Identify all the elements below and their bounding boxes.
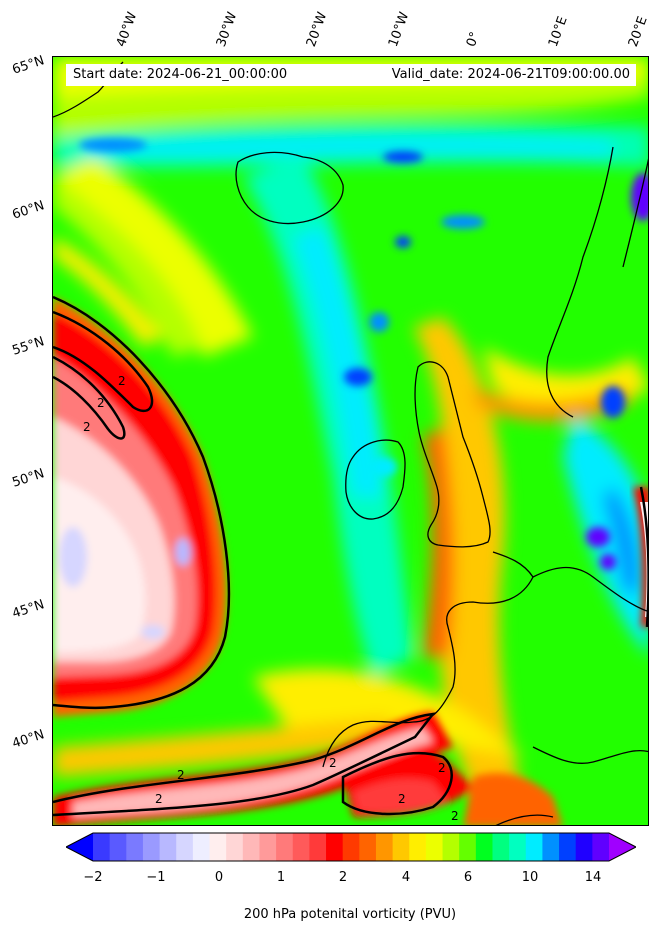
contour-label-5: 2 [155,792,163,806]
contour-label-6: 2 [329,756,337,770]
lat-label-65n: 65°N [10,53,46,77]
colorbar-bin [409,833,426,861]
valid-date: Valid_date: 2024-06-21T09:00:00.00 [392,64,630,86]
colorbar-bin [459,833,476,861]
colorbar-tick-10: 10 [522,870,539,885]
lon-label-20e: 20°E [626,14,651,49]
colorbar-bin [343,833,360,861]
colorbar-tick-m2: −2 [83,870,102,885]
lon-label-0: 0° [464,30,483,49]
colorbar-tick-14: 14 [585,870,602,885]
map-header: Start date: 2024-06-21_00:00:00 Valid_da… [66,64,636,86]
colorbar-bin [143,833,160,861]
colorbar-bin [359,833,376,861]
start-date: Start date: 2024-06-21_00:00:00 [73,64,287,86]
colorbar-tick-0: 0 [215,870,223,885]
colorbar-bin [426,833,443,861]
lat-label-55n: 55°N [10,334,46,358]
contour-label-3: 2 [83,420,91,434]
colorbar-bin [176,833,193,861]
colorbar-bin [509,833,526,861]
colorbar-bin [492,833,509,861]
colorbar-bin [276,833,293,861]
contour-label-8: 2 [438,761,446,775]
contour-label-2: 2 [97,396,105,410]
colorbar-bin [443,833,460,861]
lon-label-10e: 10°E [546,14,571,49]
colorbar-tick-6: 6 [464,870,472,885]
colorbar-bin [193,833,210,861]
colorbar-bin [309,833,326,861]
contour-label-4: 2 [177,768,185,782]
contour-label-1: 2 [118,374,126,388]
colorbar-bin [542,833,559,861]
colorbar-tick-m1: −1 [146,870,165,885]
colorbar [66,832,636,862]
contour-label-7: 2 [398,792,406,806]
lon-label-30w: 30°W [214,10,240,49]
colorbar-bin [259,833,276,861]
lat-label-60n: 60°N [10,198,46,222]
colorbar-bin [476,833,493,861]
lon-label-10w: 10°W [386,10,412,49]
colorbar-bin [526,833,543,861]
lon-label-20w: 20°W [304,10,330,49]
colorbar-title: 200 hPa potenital vorticity (PVU) [0,907,659,922]
colorbar-bin [326,833,343,861]
colorbar-extend-min [66,833,93,861]
colorbar-bin [293,833,310,861]
lon-label-40w: 40°W [114,10,140,49]
colorbar-tick-4: 4 [402,870,410,885]
colorbar-bin [93,833,110,861]
contour-label-9: 2 [451,809,459,823]
colorbar-bin [592,833,609,861]
colorbar-extend-max [609,833,636,861]
colorbar-bin [243,833,260,861]
lat-label-50n: 50°N [10,466,46,490]
colorbar-bin [376,833,393,861]
pv-map: 2 2 2 2 2 2 2 2 2 [52,56,649,826]
lat-label-45n: 45°N [10,597,46,621]
lat-label-40n: 40°N [10,727,46,751]
colorbar-bin [110,833,127,861]
colorbar-tick-2: 2 [339,870,347,885]
colorbar-bin [126,833,143,861]
colorbar-bin [576,833,593,861]
colorbar-bin [393,833,410,861]
colorbar-bin [226,833,243,861]
colorbar-tick-1: 1 [277,870,285,885]
colorbar-bin [160,833,177,861]
colorbar-bin [210,833,227,861]
colorbar-bin [559,833,576,861]
